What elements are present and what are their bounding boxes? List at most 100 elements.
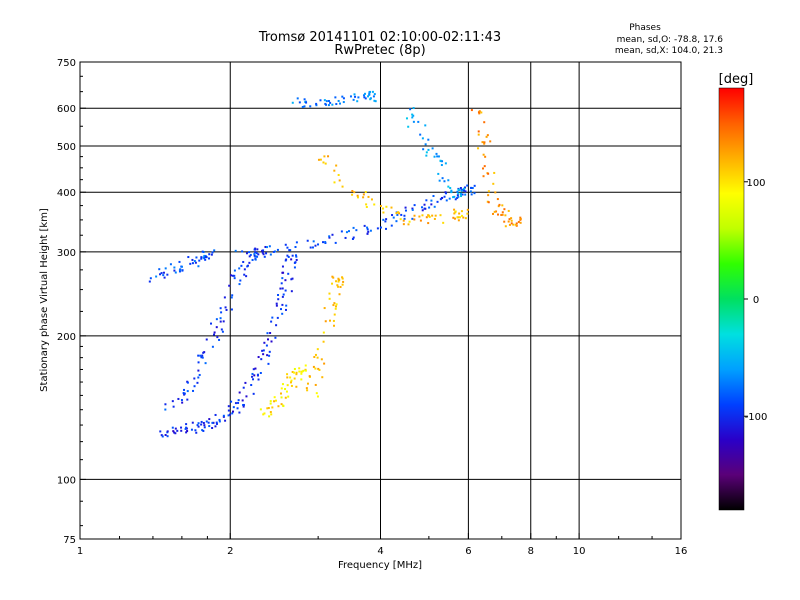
data-point: [186, 430, 189, 433]
data-point: [444, 162, 447, 165]
data-point: [252, 368, 255, 371]
data-point: [368, 93, 371, 96]
data-point: [385, 227, 388, 230]
data-point: [148, 280, 151, 283]
data-point: [332, 319, 335, 322]
y-tick-label: 500: [57, 142, 76, 153]
data-point: [183, 388, 186, 391]
data-point: [218, 420, 221, 423]
data-point: [315, 104, 318, 107]
data-point: [230, 296, 233, 299]
data-point: [445, 192, 448, 195]
data-point: [457, 195, 460, 198]
data-point: [352, 226, 355, 229]
data-point: [197, 361, 200, 364]
data-point: [425, 216, 428, 219]
data-point: [236, 407, 239, 410]
data-point: [166, 273, 169, 276]
data-point: [337, 280, 340, 283]
data-point: [288, 249, 291, 252]
data-point: [199, 354, 202, 357]
data-point: [245, 275, 248, 278]
data-point: [174, 271, 177, 274]
colorbar-gradient: [718, 87, 745, 511]
data-point: [215, 318, 218, 321]
data-point: [337, 173, 340, 176]
data-point: [181, 401, 184, 404]
data-point: [460, 195, 463, 198]
data-point: [463, 187, 466, 190]
data-point: [196, 381, 199, 384]
data-point: [238, 283, 241, 286]
data-point: [280, 387, 283, 390]
data-point: [333, 169, 336, 172]
data-point: [473, 192, 476, 195]
data-point: [248, 255, 251, 258]
data-point: [457, 219, 460, 222]
data-point: [298, 101, 301, 104]
data-point: [193, 385, 196, 388]
data-point: [251, 258, 254, 261]
grid-lines: [80, 62, 681, 539]
data-point: [309, 246, 312, 249]
data-point: [309, 105, 312, 108]
data-point: [195, 431, 198, 434]
data-point: [430, 203, 433, 206]
data-point: [255, 252, 258, 255]
data-point: [379, 226, 382, 229]
data-point: [284, 279, 287, 282]
data-point: [250, 384, 253, 387]
data-point: [228, 284, 231, 287]
data-point: [338, 102, 341, 105]
data-point: [189, 262, 192, 265]
y-tick-label: 400: [57, 188, 76, 199]
data-point: [229, 274, 232, 277]
data-point: [411, 116, 414, 119]
data-point: [301, 105, 304, 108]
data-point: [404, 209, 407, 212]
data-point: [190, 428, 193, 431]
data-point: [237, 401, 240, 404]
data-point: [263, 341, 266, 344]
data-point: [263, 255, 266, 258]
data-point: [515, 222, 518, 225]
data-point: [286, 376, 289, 379]
data-point: [437, 172, 440, 175]
data-point: [293, 266, 296, 269]
data-point: [338, 179, 341, 182]
data-point: [483, 121, 486, 124]
data-point: [290, 384, 293, 387]
data-point: [281, 383, 284, 386]
data-point: [452, 196, 455, 199]
data-point: [266, 354, 269, 357]
data-point: [222, 414, 225, 417]
data-point: [456, 216, 459, 219]
data-point: [425, 199, 428, 202]
data-point: [483, 165, 486, 168]
data-point: [337, 285, 340, 288]
data-point: [274, 250, 277, 253]
data-point: [281, 303, 284, 306]
data-point: [315, 102, 318, 105]
data-point: [337, 278, 340, 281]
data-point: [341, 95, 344, 98]
data-point: [440, 164, 443, 167]
data-point: [287, 272, 290, 275]
data-point: [425, 151, 428, 154]
data-point: [274, 399, 277, 402]
data-point: [277, 298, 280, 301]
data-point: [230, 308, 233, 311]
data-point: [483, 142, 486, 145]
data-point: [159, 430, 162, 433]
data-point: [427, 138, 430, 141]
y-axis-label: Stationary phase Virtual Height [km]: [39, 208, 50, 392]
data-point: [316, 348, 319, 351]
data-point: [322, 340, 325, 343]
data-point: [491, 212, 494, 215]
data-point: [450, 190, 453, 193]
data-point: [342, 97, 345, 100]
data-point: [341, 283, 344, 286]
data-point: [327, 99, 330, 102]
data-point: [432, 195, 435, 198]
data-point: [306, 382, 309, 385]
